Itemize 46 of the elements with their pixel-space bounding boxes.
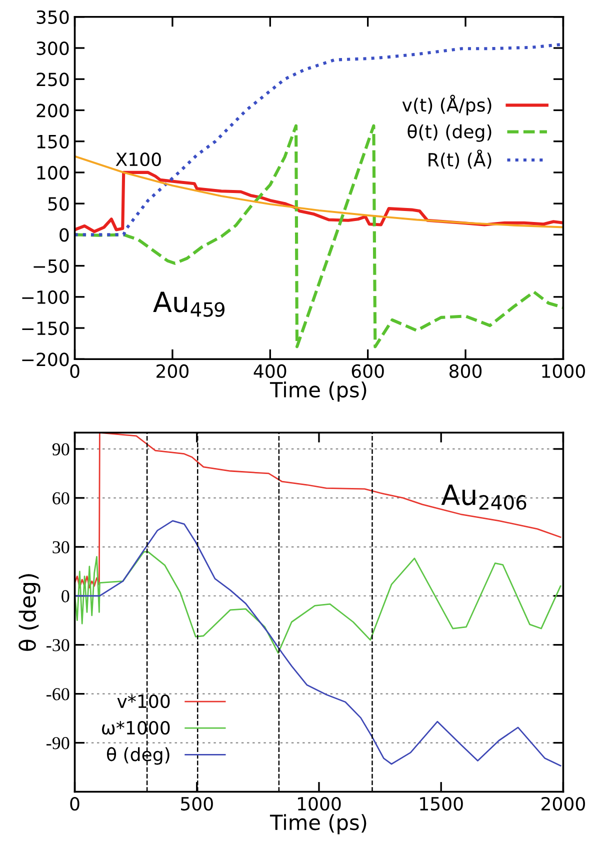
- x-tick-label: 800: [450, 364, 482, 378]
- annotation: Au$_{2406}$: [441, 484, 526, 510]
- line-series: [74, 432, 562, 588]
- y-tick-label: -90: [46, 737, 70, 750]
- line-series: [74, 124, 564, 348]
- y-tick-label: 30: [52, 541, 70, 554]
- y-tick-label: 0: [60, 228, 69, 242]
- x-axis-title: Time (ps): [270, 814, 366, 834]
- y-tick-label: 250: [36, 72, 69, 86]
- y-tick-label: -30: [46, 639, 70, 652]
- x-tick-label: 1000: [542, 364, 585, 378]
- legend-label: R(t) (Å): [428, 150, 492, 169]
- y-tick-label: 200: [36, 104, 69, 118]
- y-tick-label: −200: [22, 352, 69, 366]
- legend-label: v(t) (Å/ps): [402, 94, 492, 116]
- y-tick-label: 300: [36, 41, 69, 56]
- y-tick-label: 0: [62, 590, 70, 602]
- legend-label: θ (deg): [106, 747, 170, 765]
- y-tick-label: 150: [37, 134, 69, 148]
- x-tick-label: 2000: [542, 796, 585, 811]
- x-tick-label: 1500: [420, 796, 463, 811]
- x-tick-label: 400: [254, 364, 286, 378]
- annotation: Au$_{459}$: [153, 292, 224, 317]
- y-tick-label: -60: [46, 688, 70, 700]
- y-tick-label: −150: [22, 321, 69, 336]
- y-tick-label: 60: [52, 492, 70, 504]
- legend-label: v*100: [117, 694, 170, 708]
- y-axis-title: θ (deg): [18, 574, 40, 651]
- y-tick-label: −50: [34, 259, 69, 273]
- x-tick-label: 0: [70, 364, 80, 378]
- annotation: X100: [116, 152, 161, 166]
- legend-label: ω*1000: [102, 720, 170, 735]
- y-tick-label: 50: [48, 197, 69, 211]
- y-tick-label: 100: [37, 166, 69, 180]
- legend-label: θ(t) (deg): [408, 124, 492, 142]
- x-tick-label: 500: [181, 796, 213, 811]
- line-series: [74, 551, 562, 654]
- y-tick-label: 90: [52, 443, 70, 456]
- x-tick-label: 600: [352, 364, 384, 378]
- y-tick-label: −100: [22, 290, 69, 304]
- x-tick-label: 1000: [298, 796, 341, 811]
- y-tick-label: 350: [36, 10, 69, 24]
- line-series: [74, 520, 562, 766]
- x-tick-label: 200: [156, 364, 188, 378]
- x-axis-title: Time (ps): [270, 381, 366, 402]
- x-tick-label: 0: [70, 796, 80, 811]
